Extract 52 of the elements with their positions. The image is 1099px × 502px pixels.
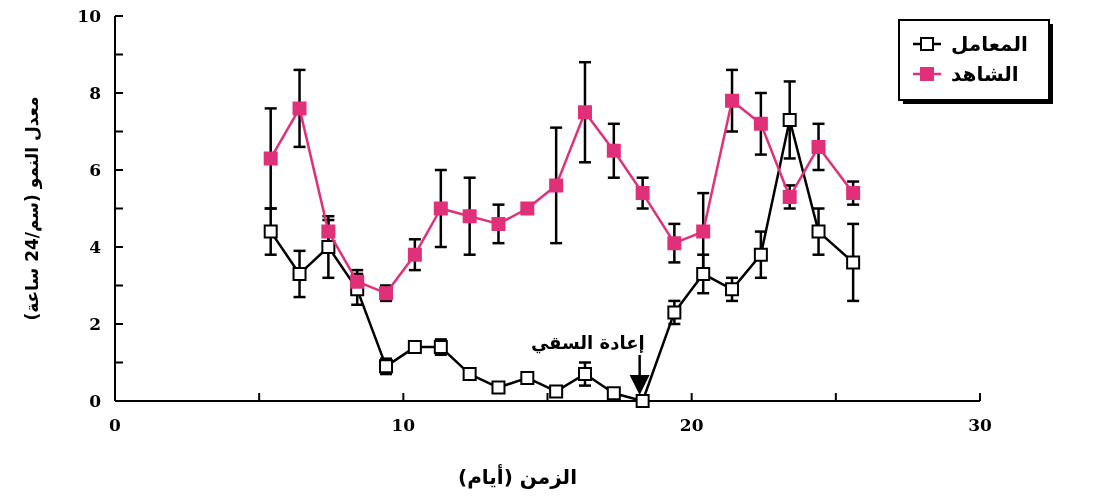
point [753, 247, 768, 262]
point [549, 384, 564, 399]
point [782, 189, 797, 204]
point [462, 367, 477, 382]
point [667, 305, 682, 320]
point [725, 93, 740, 108]
x-tick-label: 20 [679, 415, 704, 435]
point [606, 143, 621, 158]
x-tick-label: 10 [391, 415, 416, 435]
point [577, 105, 592, 120]
point [753, 116, 768, 131]
y-tick-label: 0 [89, 390, 102, 411]
legend-label: الشاهد [951, 62, 1019, 86]
point [321, 224, 336, 239]
point [263, 224, 278, 239]
point [407, 247, 422, 262]
point [811, 139, 826, 154]
point [811, 224, 826, 239]
legend-label: المعامل [951, 32, 1028, 56]
point [263, 151, 278, 166]
y-tick-label: 4 [89, 236, 102, 257]
x-axis-title: الزمن (أيام) [458, 463, 577, 489]
point [292, 266, 307, 281]
point [846, 255, 861, 270]
y-axis-title: معدل النمو (سم/24 ساعة) [22, 96, 43, 321]
point [725, 282, 740, 297]
y-tick-label: 6 [89, 159, 101, 180]
point [635, 394, 650, 408]
x-tick-label: 30 [968, 415, 992, 435]
point [577, 367, 592, 382]
point [462, 209, 477, 224]
point [520, 201, 535, 216]
point [491, 380, 506, 395]
y-tick-label: 8 [89, 82, 101, 103]
point [667, 236, 682, 251]
point [292, 101, 307, 116]
point [549, 178, 564, 193]
y-tick-label: 2 [89, 313, 101, 334]
point [491, 216, 506, 231]
y-tick-label: 10 [77, 5, 102, 26]
point [407, 340, 422, 355]
annotation: إعادة السقي [530, 332, 645, 354]
point [846, 186, 861, 201]
x-tick-label: 0 [109, 415, 122, 435]
point [696, 266, 711, 281]
point [321, 240, 336, 254]
point [433, 201, 448, 216]
point [696, 224, 711, 239]
point [635, 186, 650, 201]
point [782, 112, 797, 127]
point [606, 386, 621, 401]
point [520, 370, 535, 385]
